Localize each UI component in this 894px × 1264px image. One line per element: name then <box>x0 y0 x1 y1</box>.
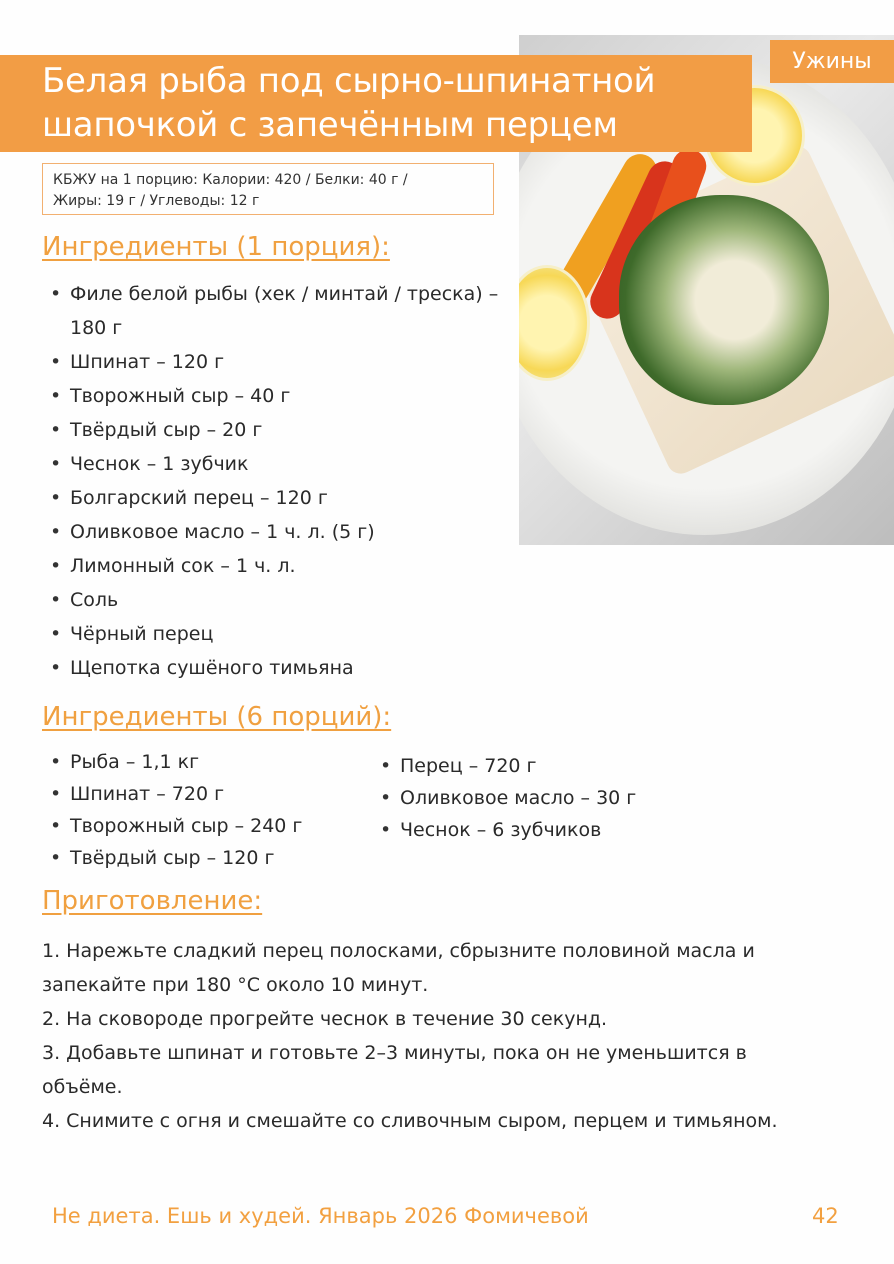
list-item: Чеснок – 1 зубчик <box>42 447 502 481</box>
page-title: Белая рыба под сырно-шпинатной шапочкой … <box>42 59 656 147</box>
nutrition-box: КБЖУ на 1 порцию: Калории: 420 / Белки: … <box>42 163 494 215</box>
list-item: Оливковое масло – 1 ч. л. (5 г) <box>42 515 502 549</box>
list-item: Перец – 720 г <box>372 750 636 782</box>
footer-text: Не диета. Ешь и худей. Январь 2026 Фомич… <box>52 1204 589 1228</box>
list-item: Рыба – 1,1 кг <box>42 746 302 778</box>
title-line: Белая рыба под сырно-шпинатной <box>42 61 656 101</box>
page-number: 42 <box>812 1204 839 1228</box>
ingredients-six-heading: Ингредиенты (6 порций): <box>42 702 392 732</box>
category-tag: Ужины <box>770 40 894 83</box>
list-item: Творожный сыр – 240 г <box>42 810 302 842</box>
list-item: Болгарский перец – 120 г <box>42 481 502 515</box>
list-item: Чеснок – 6 зубчиков <box>372 814 636 846</box>
list-item: Твёрдый сыр – 20 г <box>42 413 502 447</box>
list-item: Оливковое масло – 30 г <box>372 782 636 814</box>
ingredients-single-heading: Ингредиенты (1 порция): <box>42 232 390 262</box>
list-item: Филе белой рыбы (хек / минтай / треска) … <box>42 277 502 345</box>
list-item: Шпинат – 720 г <box>42 778 302 810</box>
list-item: Чёрный перец <box>42 617 502 651</box>
list-item: Творожный сыр – 40 г <box>42 379 502 413</box>
ingredients-single-list: Филе белой рыбы (хек / минтай / треска) … <box>42 277 502 685</box>
step: 3. Добавьте шпинат и готовьте 2–3 минуты… <box>42 1042 747 1098</box>
nutrition-line: КБЖУ на 1 порцию: Калории: 420 / Белки: … <box>53 172 408 188</box>
ingredients-six-right: Перец – 720 г Оливковое масло – 30 г Чес… <box>372 750 636 846</box>
list-item: Шпинат – 120 г <box>42 345 502 379</box>
spinach-topping <box>619 195 829 405</box>
title-banner: Белая рыба под сырно-шпинатной шапочкой … <box>0 55 752 152</box>
list-item: Твёрдый сыр – 120 г <box>42 842 302 874</box>
preparation-steps: 1. Нарежьте сладкий перец полосками, сбр… <box>42 934 832 1138</box>
preparation-heading: Приготовление: <box>42 886 263 916</box>
list-item: Соль <box>42 583 502 617</box>
step: 4. Снимите с огня и смешайте со сливочны… <box>42 1110 778 1132</box>
step: 1. Нарежьте сладкий перец полосками, сбр… <box>42 940 755 996</box>
list-item: Щепотка сушёного тимьяна <box>42 651 502 685</box>
list-item: Лимонный сок – 1 ч. л. <box>42 549 502 583</box>
step: 2. На сковороде прогрейте чеснок в течен… <box>42 1008 608 1030</box>
nutrition-line: Жиры: 19 г / Углеводы: 12 г <box>53 193 260 209</box>
title-line: шапочкой с запечённым перцем <box>42 105 618 145</box>
lemon-slice <box>519 265 590 381</box>
ingredients-six-left: Рыба – 1,1 кг Шпинат – 720 г Творожный с… <box>42 746 302 874</box>
